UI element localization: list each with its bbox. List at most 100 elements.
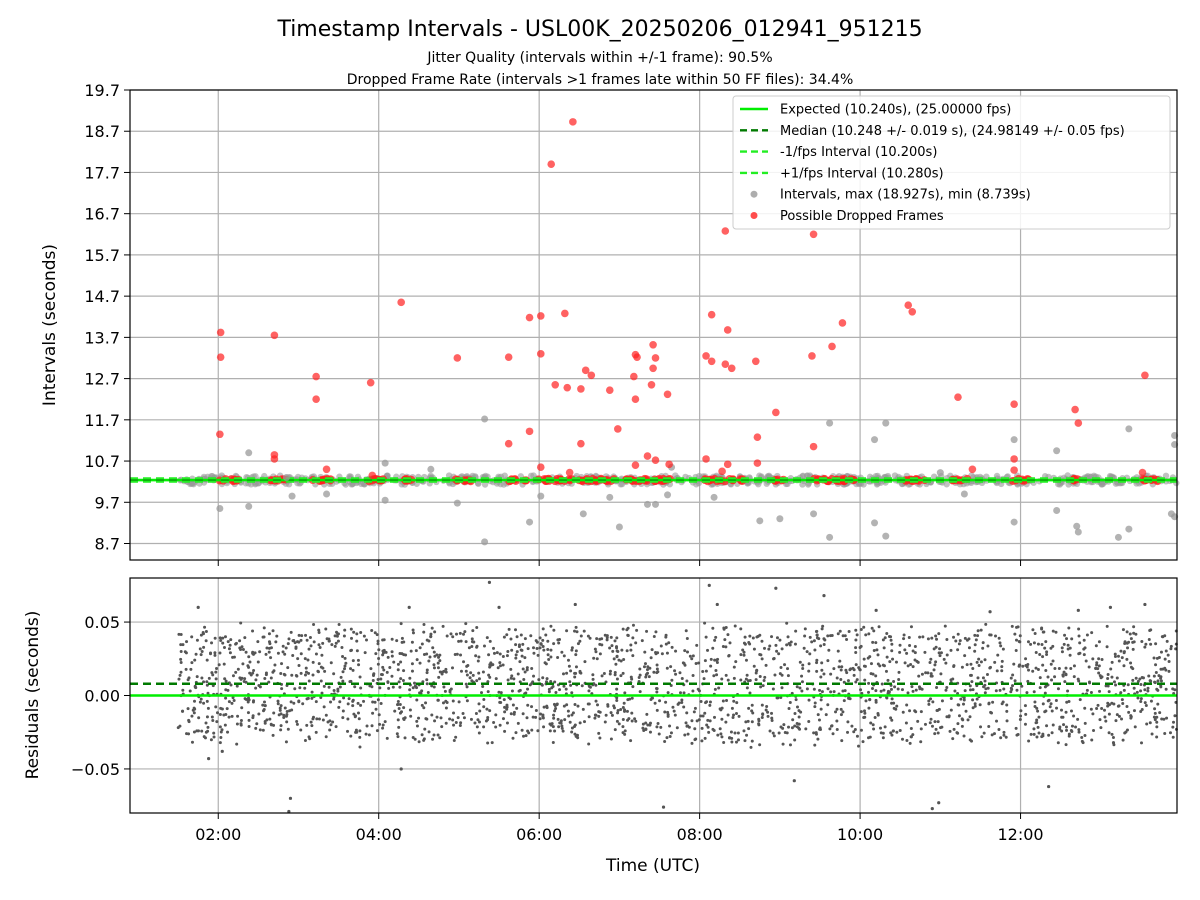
residual-point bbox=[700, 726, 704, 730]
plot-frame bbox=[129, 577, 1178, 814]
residual-point bbox=[402, 640, 406, 644]
residual-point bbox=[1107, 690, 1111, 694]
residual-point bbox=[179, 657, 183, 661]
residual-point bbox=[625, 649, 629, 653]
residual-point bbox=[561, 729, 565, 733]
residual-point bbox=[1139, 710, 1143, 714]
residual-point bbox=[226, 640, 230, 644]
residual-point bbox=[462, 660, 466, 664]
residual-point bbox=[952, 635, 956, 639]
residual-point bbox=[353, 685, 357, 689]
residual-point bbox=[580, 684, 584, 688]
residual-point bbox=[534, 709, 538, 713]
residual-point bbox=[998, 641, 1002, 645]
residual-point bbox=[1153, 680, 1157, 684]
residual-point bbox=[826, 703, 830, 707]
residual-point bbox=[695, 643, 699, 647]
dropped-frame-outlier bbox=[631, 395, 640, 404]
residual-point bbox=[829, 690, 833, 694]
residual-point bbox=[359, 703, 363, 707]
residual-point bbox=[520, 648, 524, 652]
residual-point bbox=[214, 677, 218, 681]
residual-point bbox=[547, 657, 551, 661]
residual-point bbox=[344, 661, 348, 665]
residual-point bbox=[494, 725, 498, 729]
residual-point bbox=[417, 716, 421, 720]
residual-point bbox=[737, 714, 741, 718]
residual-point bbox=[971, 667, 975, 671]
residual-point bbox=[531, 646, 535, 650]
residual-point bbox=[745, 733, 749, 737]
residual-point bbox=[777, 731, 781, 735]
residual-point bbox=[871, 640, 875, 644]
residual-point bbox=[486, 680, 490, 684]
residual-point bbox=[815, 669, 819, 673]
residual-point bbox=[213, 653, 217, 657]
residual-point bbox=[835, 707, 839, 711]
residual-point bbox=[822, 643, 826, 647]
residual-point bbox=[451, 699, 455, 703]
residual-point bbox=[549, 723, 553, 727]
residual-point bbox=[958, 639, 962, 643]
residual-point bbox=[239, 718, 243, 722]
residual-point bbox=[323, 669, 327, 673]
residual-point bbox=[760, 703, 764, 707]
interval-outlier bbox=[526, 518, 534, 526]
residual-point bbox=[239, 621, 243, 625]
residual-point bbox=[1155, 735, 1159, 739]
residual-point bbox=[742, 729, 746, 733]
residual-point bbox=[372, 673, 376, 677]
residual-point bbox=[1154, 663, 1158, 667]
residual-point bbox=[908, 709, 912, 713]
residual-point bbox=[826, 634, 830, 638]
residual-point bbox=[593, 647, 597, 651]
residual-point bbox=[279, 728, 283, 732]
residual-point bbox=[1040, 626, 1044, 630]
residual-point bbox=[254, 726, 258, 730]
residual-point bbox=[1152, 656, 1156, 660]
residual-point bbox=[238, 639, 242, 643]
residual-point bbox=[786, 635, 790, 639]
residual-point bbox=[332, 672, 336, 676]
residual-point bbox=[1054, 698, 1058, 702]
residual-point bbox=[351, 698, 355, 702]
residual-point bbox=[979, 660, 983, 664]
residual-point bbox=[945, 637, 949, 641]
chart-title: Timestamp Intervals - USL00K_20250206_01… bbox=[276, 17, 922, 42]
dropped-frame-outlier bbox=[216, 430, 224, 439]
residual-point bbox=[240, 706, 244, 710]
residual-point bbox=[305, 638, 309, 642]
residual-point bbox=[640, 639, 644, 643]
residual-point bbox=[935, 685, 939, 689]
residual-point bbox=[505, 654, 509, 658]
residual-outlier bbox=[573, 602, 577, 607]
interval-outlier bbox=[481, 415, 489, 423]
residual-point bbox=[311, 715, 315, 719]
residual-point bbox=[996, 653, 1000, 657]
residual-point bbox=[464, 669, 468, 673]
residual-point bbox=[1148, 721, 1152, 725]
residual-point bbox=[911, 665, 915, 669]
residual-point bbox=[940, 699, 944, 703]
residual-point bbox=[309, 644, 313, 648]
residual-point bbox=[945, 653, 949, 657]
residual-point bbox=[793, 711, 797, 715]
residual-point bbox=[798, 686, 802, 690]
residual-point bbox=[800, 680, 804, 684]
residual-point bbox=[854, 663, 858, 667]
residual-point bbox=[770, 718, 774, 722]
residual-point bbox=[526, 647, 530, 651]
residual-point bbox=[1147, 674, 1151, 678]
residual-point bbox=[293, 641, 297, 645]
residual-point bbox=[744, 720, 748, 724]
residual-point bbox=[457, 700, 461, 704]
residual-point bbox=[230, 701, 234, 705]
residual-point bbox=[274, 640, 278, 644]
residual-point bbox=[418, 661, 422, 665]
dropped-frame-outlier bbox=[631, 461, 640, 469]
residual-point bbox=[475, 725, 479, 729]
residual-point bbox=[877, 625, 881, 629]
residual-point bbox=[477, 731, 481, 735]
residual-point bbox=[1051, 629, 1055, 633]
residual-point bbox=[547, 687, 551, 691]
